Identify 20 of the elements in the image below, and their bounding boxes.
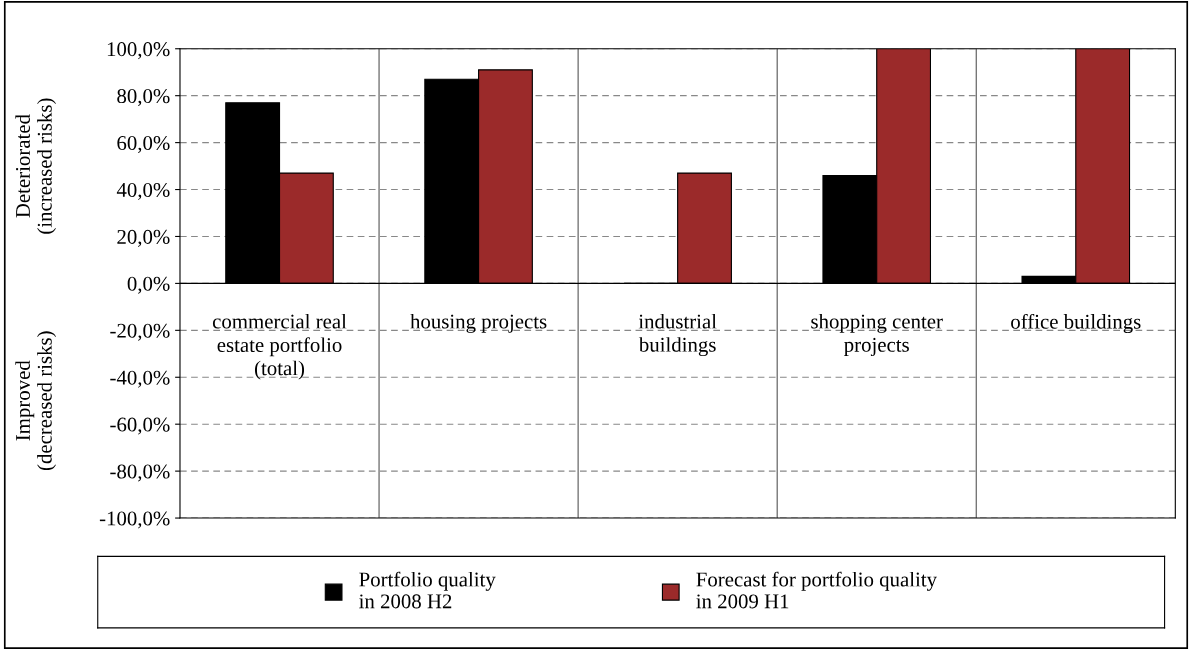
y-tick-label: -20,0% — [110, 323, 170, 341]
y-tick-label: -60,0% — [110, 417, 170, 435]
legend-label: Portfolio quality in 2008 H2 — [359, 571, 496, 609]
legend-label: Forecast for portfolio quality in 2009 H1 — [696, 571, 937, 609]
x-tick-label: office buildings — [1011, 313, 1141, 334]
y-tick-label: 60,0% — [117, 135, 170, 154]
y-tick-label: 100,0% — [107, 42, 170, 60]
x-tick-label: housing projects — [410, 313, 547, 333]
y-tick-label: 80,0% — [117, 89, 170, 107]
y-tick-label: 0,0% — [127, 276, 170, 294]
x-tick-label: commercial real estate portfolio (total) — [212, 313, 347, 380]
x-tick-label: shopping center projects — [811, 313, 943, 357]
y-tick-label: 40,0% — [116, 182, 170, 200]
x-tick-label: industrial buildings — [638, 313, 717, 357]
y-tick-label: -40,0% — [110, 370, 170, 388]
text: Improved (decreased risks) — [15, 331, 57, 471]
y-tick-label: -100,0% — [99, 511, 170, 529]
text: Deteriorated (increased risks) — [15, 98, 57, 234]
y-tick-label: 20,0% — [117, 229, 170, 247]
y-tick-label: -80,0% — [110, 464, 170, 482]
